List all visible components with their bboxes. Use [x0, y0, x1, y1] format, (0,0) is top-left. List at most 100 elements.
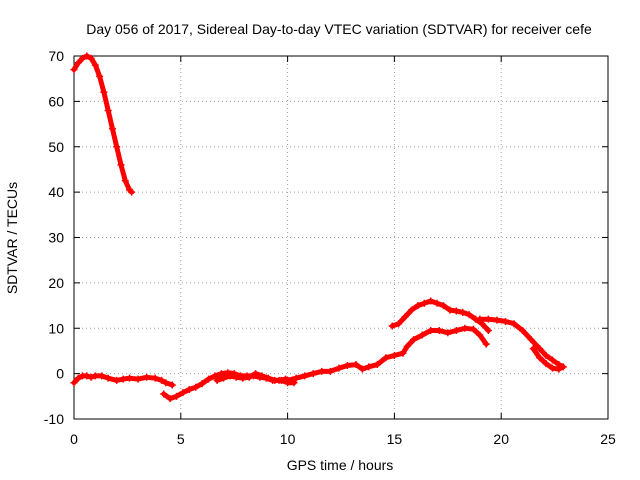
- data-point: [100, 88, 108, 96]
- x-tick-label: 10: [280, 431, 296, 447]
- series-early-peak: [70, 52, 136, 196]
- data-point: [536, 354, 544, 362]
- data-point: [399, 349, 407, 357]
- data-point: [205, 375, 213, 383]
- data-point: [117, 161, 125, 169]
- data-point: [83, 372, 91, 380]
- data-point: [226, 372, 234, 380]
- data-point: [401, 313, 409, 321]
- data-point: [213, 376, 221, 384]
- data-point: [536, 345, 544, 353]
- data-point: [418, 331, 426, 339]
- data-point: [309, 370, 317, 378]
- data-point: [390, 351, 398, 359]
- data-point: [74, 59, 82, 67]
- series-late-band: [476, 315, 567, 371]
- y-tick-label: 20: [48, 275, 64, 291]
- x-tick-label: 5: [177, 431, 185, 447]
- data-point: [318, 367, 326, 375]
- data-point: [96, 72, 104, 80]
- data-point: [264, 374, 272, 382]
- x-axis-label: GPS time / hours: [287, 457, 394, 473]
- series-line: [285, 325, 489, 383]
- data-point: [271, 376, 279, 384]
- y-tick-label: 10: [48, 320, 64, 336]
- data-point: [446, 306, 454, 314]
- data-point: [91, 372, 99, 380]
- data-point: [179, 389, 187, 397]
- data-point: [151, 374, 159, 382]
- data-point: [452, 327, 460, 335]
- series-low-band-a: [70, 372, 176, 389]
- data-point: [79, 54, 87, 62]
- data-point: [410, 336, 418, 344]
- data-point: [452, 307, 460, 315]
- data-point: [420, 299, 428, 307]
- data-point: [217, 370, 225, 378]
- data-point: [284, 376, 292, 384]
- data-point: [358, 365, 366, 373]
- y-axis-label: SDTVAR / TECUs: [4, 182, 20, 294]
- data-point: [258, 372, 266, 380]
- data-point: [239, 374, 247, 382]
- data-point: [469, 325, 477, 333]
- data-point: [476, 315, 484, 323]
- data-point: [185, 386, 193, 394]
- data-point: [292, 374, 300, 382]
- data-point: [301, 372, 309, 380]
- data-point: [245, 373, 253, 381]
- data-point: [108, 125, 116, 133]
- data-point: [192, 383, 200, 391]
- data-point: [98, 372, 106, 380]
- y-tick-label: 70: [48, 48, 64, 64]
- data-point: [459, 308, 467, 316]
- data-point: [104, 374, 112, 382]
- data-point: [382, 354, 390, 362]
- y-tick-label: 0: [56, 366, 64, 382]
- data-point: [220, 374, 228, 382]
- data-point: [87, 54, 95, 62]
- data-point: [403, 342, 411, 350]
- data-point: [365, 363, 373, 371]
- data-point: [427, 297, 435, 305]
- data-point: [277, 376, 285, 384]
- data-point: [143, 373, 151, 381]
- data-point: [484, 315, 492, 323]
- data-point: [162, 379, 170, 387]
- data-point: [501, 317, 509, 325]
- data-point: [395, 320, 403, 328]
- data-point: [373, 361, 381, 369]
- chart-title: Day 056 of 2017, Sidereal Day-to-day VTE…: [86, 21, 592, 37]
- data-point: [113, 143, 121, 151]
- y-tick-label: 60: [48, 93, 64, 109]
- series-group: [70, 52, 567, 403]
- data-point: [121, 177, 129, 185]
- data-point: [484, 327, 492, 335]
- data-point: [529, 345, 537, 353]
- x-tick-label: 0: [70, 431, 78, 447]
- data-point: [542, 351, 550, 359]
- data-point: [83, 52, 91, 60]
- data-point: [548, 364, 556, 372]
- x-tick-label: 15: [387, 431, 403, 447]
- data-point: [343, 361, 351, 369]
- y-tick-label: -10: [44, 411, 64, 427]
- series-rise-band: [284, 324, 490, 384]
- data-point: [493, 316, 501, 324]
- data-point: [440, 302, 448, 310]
- data-point: [476, 331, 484, 339]
- data-point: [435, 327, 443, 335]
- data-point: [465, 311, 473, 319]
- data-point: [510, 320, 518, 328]
- y-tick-label: 30: [48, 230, 64, 246]
- data-point: [158, 376, 166, 384]
- data-point: [173, 392, 181, 400]
- data-point: [134, 375, 142, 383]
- data-point: [461, 324, 469, 332]
- data-point: [104, 106, 112, 114]
- data-point: [74, 374, 82, 382]
- data-point: [168, 381, 176, 389]
- series-late-band-lower: [529, 345, 567, 373]
- data-point: [252, 370, 260, 378]
